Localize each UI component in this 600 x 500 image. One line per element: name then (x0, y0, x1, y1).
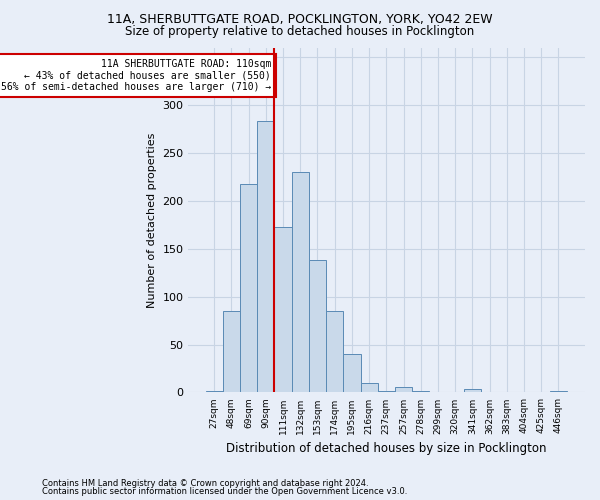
Bar (361, 383, 378, 392)
Text: 11A, SHERBUTTGATE ROAD, POCKLINGTON, YORK, YO42 2EW: 11A, SHERBUTTGATE ROAD, POCKLINGTON, YOR… (107, 12, 493, 26)
Bar (257, 122, 274, 392)
Text: Contains public sector information licensed under the Open Government Licence v3: Contains public sector information licen… (42, 487, 407, 496)
Text: 11A SHERBUTTGATE ROAD: 110sqm
← 43% of detached houses are smaller (550)
56% of : 11A SHERBUTTGATE ROAD: 110sqm ← 43% of d… (1, 59, 271, 92)
X-axis label: Distribution of detached houses by size in Pocklington: Distribution of detached houses by size … (226, 442, 547, 455)
Bar (378, 390, 395, 392)
Bar (395, 386, 412, 392)
Text: Contains HM Land Registry data © Crown copyright and database right 2024.: Contains HM Land Registry data © Crown c… (42, 478, 368, 488)
Bar (206, 390, 223, 392)
Bar (343, 354, 361, 393)
Bar (326, 311, 343, 392)
Bar (464, 388, 481, 392)
Bar (223, 311, 240, 392)
Bar (274, 226, 292, 392)
Bar (309, 260, 326, 392)
Y-axis label: Number of detached properties: Number of detached properties (147, 132, 157, 308)
Bar (550, 390, 567, 392)
Bar (292, 172, 309, 392)
Bar (240, 184, 257, 392)
Text: Size of property relative to detached houses in Pocklington: Size of property relative to detached ho… (125, 25, 475, 38)
